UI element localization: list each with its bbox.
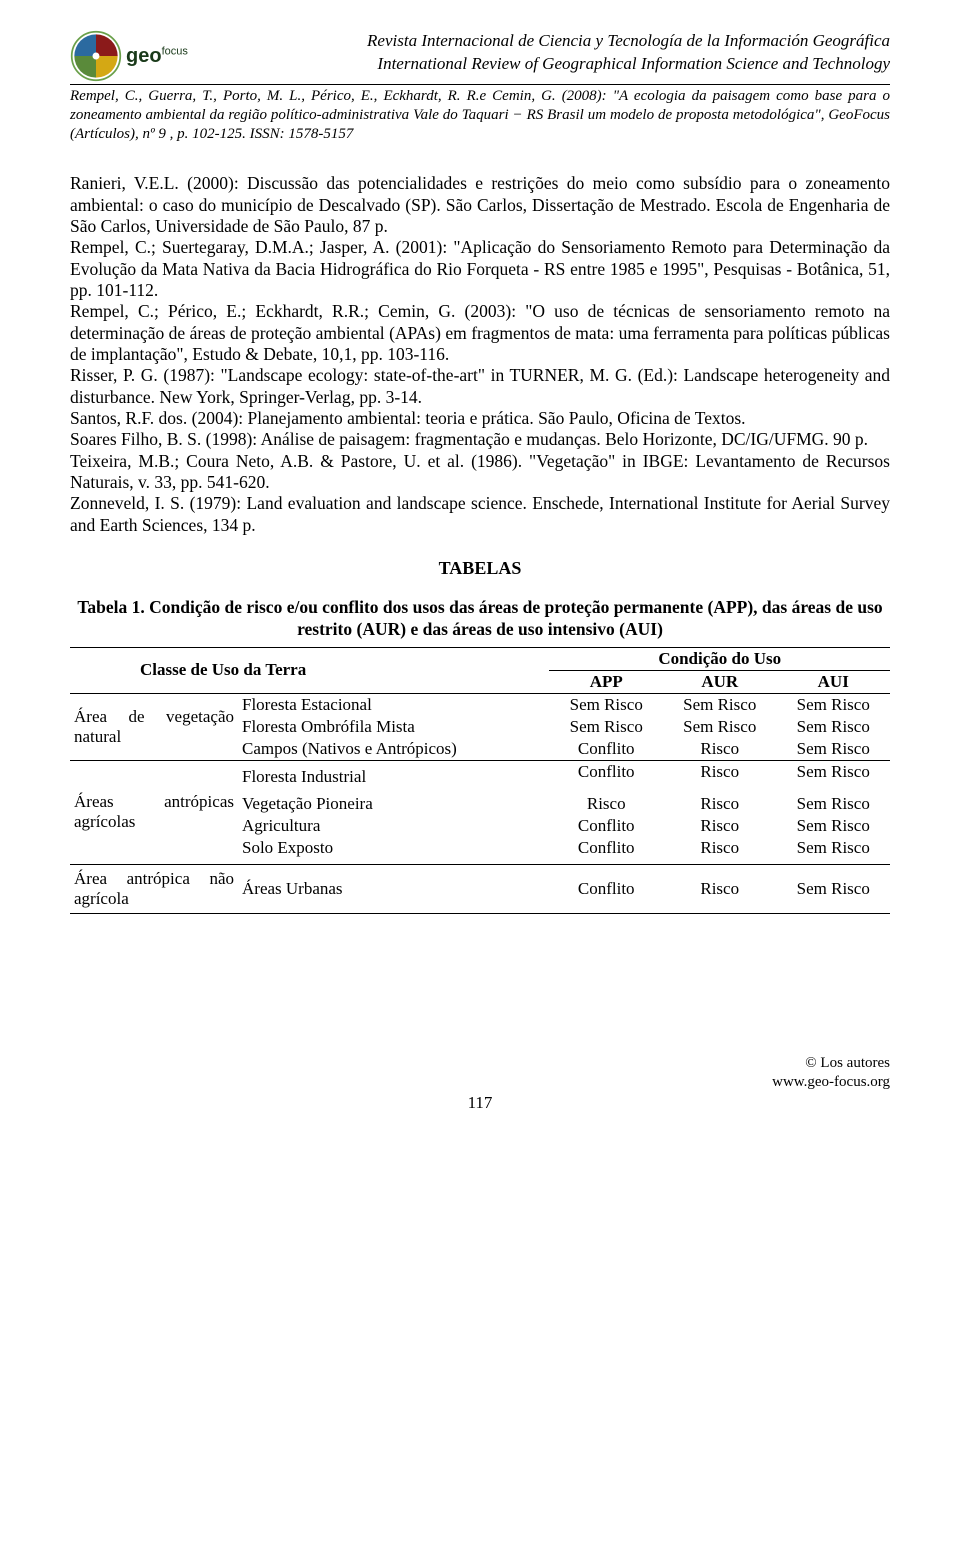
g2r1-app: Conflito bbox=[549, 760, 663, 793]
logo-sub: focus bbox=[162, 45, 188, 57]
g3r1-aur: Risco bbox=[663, 864, 777, 913]
tables-heading: TABELAS bbox=[70, 558, 890, 579]
g1r3-aui: Sem Risco bbox=[776, 738, 890, 761]
journal-header: geofocus Revista Internacional de Cienci… bbox=[70, 30, 890, 85]
logo-main: geo bbox=[126, 45, 162, 67]
g2r4-aur: Risco bbox=[663, 837, 777, 865]
g1r3-aur: Risco bbox=[663, 738, 777, 761]
g2r4-aui: Sem Risco bbox=[776, 837, 890, 865]
ref-6: Soares Filho, B. S. (1998): Análise de p… bbox=[70, 429, 890, 450]
table1-cond-label: Condição do Uso bbox=[658, 649, 781, 668]
page-number: 117 bbox=[70, 1093, 890, 1113]
pinwheel-icon bbox=[70, 30, 122, 82]
g2r4-class: Solo Exposto bbox=[238, 837, 549, 865]
g2r4-app: Conflito bbox=[549, 837, 663, 865]
g1r2-app: Sem Risco bbox=[549, 716, 663, 738]
g3r1-aui: Sem Risco bbox=[776, 864, 890, 913]
g2r3-aui: Sem Risco bbox=[776, 815, 890, 837]
g2r3-app: Conflito bbox=[549, 815, 663, 837]
g2r1-aur: Risco bbox=[663, 760, 777, 793]
g1r3-app: Conflito bbox=[549, 738, 663, 761]
journal-title-en: International Review of Geographical Inf… bbox=[198, 53, 890, 76]
references-block: Ranieri, V.E.L. (2000): Discussão das po… bbox=[70, 173, 890, 536]
ref-2: Rempel, C.; Suertegaray, D.M.A.; Jasper,… bbox=[70, 237, 890, 301]
running-head: Rempel, C., Guerra, T., Porto, M. L., Pé… bbox=[70, 87, 890, 143]
g2r3-aur: Risco bbox=[663, 815, 777, 837]
logo-text: geofocus bbox=[126, 45, 188, 68]
ref-5: Santos, R.F. dos. (2004): Planejamento a… bbox=[70, 408, 890, 429]
running-authors: Rempel, C., Guerra, T., Porto, M. L., Pé… bbox=[70, 88, 613, 104]
group3-label: Área antrópica não agrícola bbox=[70, 864, 238, 913]
g1r2-aui: Sem Risco bbox=[776, 716, 890, 738]
g2r2-class: Vegetação Pioneira bbox=[238, 793, 549, 815]
group1-label: Área de vegetação natural bbox=[70, 693, 238, 760]
g1r1-aur: Sem Risco bbox=[663, 693, 777, 716]
ref-1: Ranieri, V.E.L. (2000): Discussão das po… bbox=[70, 173, 890, 237]
journal-titles: Revista Internacional de Ciencia y Tecno… bbox=[198, 30, 890, 76]
footer-copyright: © Los autores bbox=[70, 1054, 890, 1073]
g1r2-class: Floresta Ombrófila Mista bbox=[238, 716, 549, 738]
logo: geofocus bbox=[70, 30, 188, 82]
group2-label: Áreas antrópicas agrícolas bbox=[70, 760, 238, 864]
g1r3-class: Campos (Nativos e Antrópicos) bbox=[238, 738, 549, 761]
footer-url: www.geo-focus.org bbox=[70, 1073, 890, 1092]
g2r2-app: Risco bbox=[549, 793, 663, 815]
g3r1-class: Áreas Urbanas bbox=[238, 864, 549, 913]
footer: © Los autores www.geo-focus.org 117 bbox=[70, 1054, 890, 1114]
col-app: APP bbox=[590, 672, 623, 691]
g1r1-aui: Sem Risco bbox=[776, 693, 890, 716]
g2r2-aur: Risco bbox=[663, 793, 777, 815]
col-aui: AUI bbox=[818, 672, 849, 691]
g2r3-class: Agricultura bbox=[238, 815, 549, 837]
ref-8: Zonneveld, I. S. (1979): Land evaluation… bbox=[70, 493, 890, 536]
g1r2-aur: Sem Risco bbox=[663, 716, 777, 738]
table1-classe-label: Classe de Uso da Terra bbox=[140, 660, 306, 679]
ref-7: Teixeira, M.B.; Coura Neto, A.B. & Pasto… bbox=[70, 451, 890, 494]
col-aur: AUR bbox=[701, 672, 738, 691]
g3r1-app: Conflito bbox=[549, 864, 663, 913]
ref-3: Rempel, C.; Périco, E.; Eckhardt, R.R.; … bbox=[70, 301, 890, 365]
ref-4: Risser, P. G. (1987): "Landscape ecology… bbox=[70, 365, 890, 408]
g1r1-class: Floresta Estacional bbox=[238, 693, 549, 716]
g2r2-aui: Sem Risco bbox=[776, 793, 890, 815]
g1r1-app: Sem Risco bbox=[549, 693, 663, 716]
table1-caption: Tabela 1. Condição de risco e/ou conflit… bbox=[70, 597, 890, 641]
g2r1-aui: Sem Risco bbox=[776, 760, 890, 793]
table1: Classe de Uso da Terra Condição do Uso A… bbox=[70, 647, 890, 914]
journal-title-es: Revista Internacional de Ciencia y Tecno… bbox=[198, 30, 890, 53]
g2r1-class: Floresta Industrial bbox=[238, 760, 549, 793]
